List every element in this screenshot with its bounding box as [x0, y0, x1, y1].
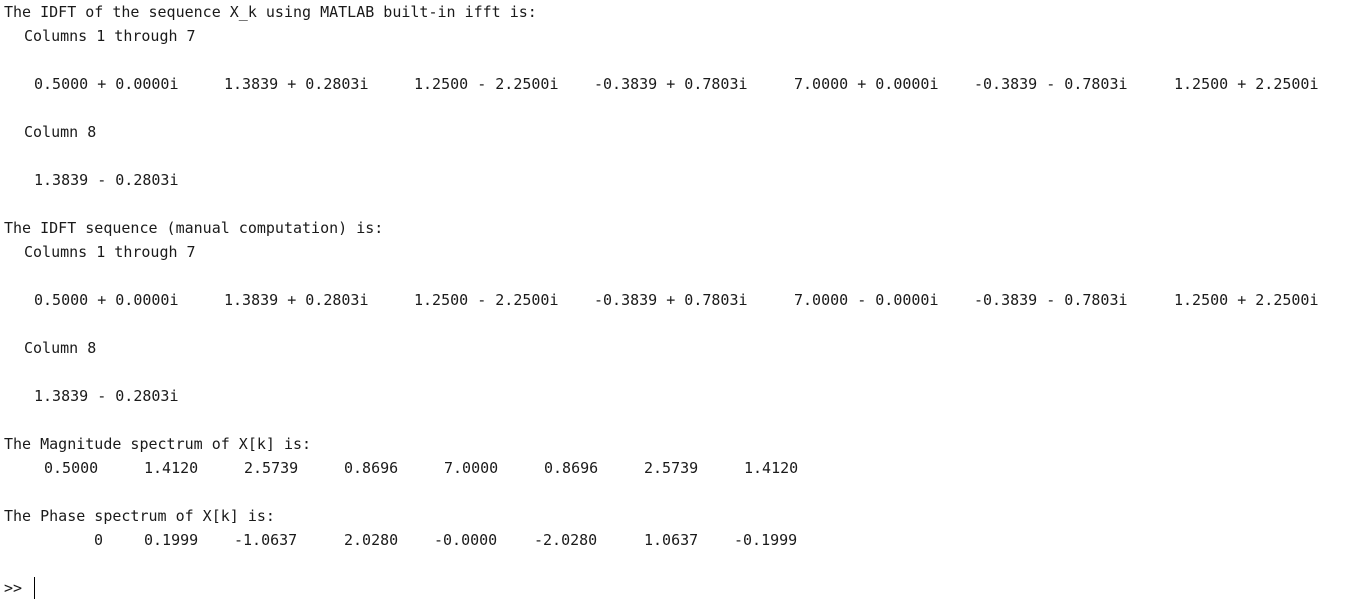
ifft-value: 1.3839 - 0.2803i	[34, 171, 179, 189]
ifft-value: -0.3839 - 0.7803i	[974, 75, 1128, 93]
ifft-value: 0.5000 + 0.0000i	[34, 75, 179, 93]
magnitude-value: 2.5739	[244, 459, 299, 477]
manual-value: -0.3839 + 0.7803i	[594, 291, 748, 309]
manual-value: 1.2500 + 2.2500i	[1174, 291, 1319, 309]
manual-header: The IDFT sequence (manual computation) i…	[4, 219, 384, 237]
manual-value: 7.0000 - 0.0000i	[794, 291, 939, 309]
magnitude-header: The Magnitude spectrum of X[k] is:	[4, 435, 312, 453]
phase-value: 0.1999	[144, 531, 199, 549]
ifft-value: 1.2500 + 2.2500i	[1174, 75, 1319, 93]
manual-value: 1.3839 + 0.2803i	[224, 291, 369, 309]
magnitude-value: 1.4120	[144, 459, 199, 477]
manual-value: 0.5000 + 0.0000i	[34, 291, 179, 309]
magnitude-value: 0.8696	[344, 459, 399, 477]
text-cursor[interactable]	[34, 577, 35, 599]
phase-value: -0.1999	[734, 531, 798, 549]
magnitude-value: 1.4120	[744, 459, 799, 477]
phase-value: -2.0280	[534, 531, 598, 549]
ifft-value: -0.3839 + 0.7803i	[594, 75, 748, 93]
phase-value: 1.0637	[644, 531, 699, 549]
manual-columns-label-2: Column 8	[24, 339, 97, 357]
phase-header: The Phase spectrum of X[k] is:	[4, 507, 275, 525]
magnitude-value: 0.5000	[44, 459, 99, 477]
manual-value: 1.2500 - 2.2500i	[414, 291, 559, 309]
manual-value: -0.3839 - 0.7803i	[974, 291, 1128, 309]
manual-columns-label-1: Columns 1 through 7	[24, 243, 196, 261]
ifft-columns-label-1: Columns 1 through 7	[24, 27, 196, 45]
magnitude-value: 0.8696	[544, 459, 599, 477]
phase-value: -1.0637	[234, 531, 298, 549]
ifft-value: 1.2500 - 2.2500i	[414, 75, 559, 93]
phase-value: 2.0280	[344, 531, 399, 549]
command-prompt: >>	[4, 579, 23, 597]
phase-value: 0	[94, 531, 104, 549]
manual-value: 1.3839 - 0.2803i	[34, 387, 179, 405]
ifft-columns-label-2: Column 8	[24, 123, 97, 141]
phase-value: -0.0000	[434, 531, 498, 549]
magnitude-value: 2.5739	[644, 459, 699, 477]
ifft-header: The IDFT of the sequence X_k using MATLA…	[4, 3, 537, 21]
ifft-value: 7.0000 + 0.0000i	[794, 75, 939, 93]
magnitude-value: 7.0000	[444, 459, 499, 477]
ifft-value: 1.3839 + 0.2803i	[224, 75, 369, 93]
